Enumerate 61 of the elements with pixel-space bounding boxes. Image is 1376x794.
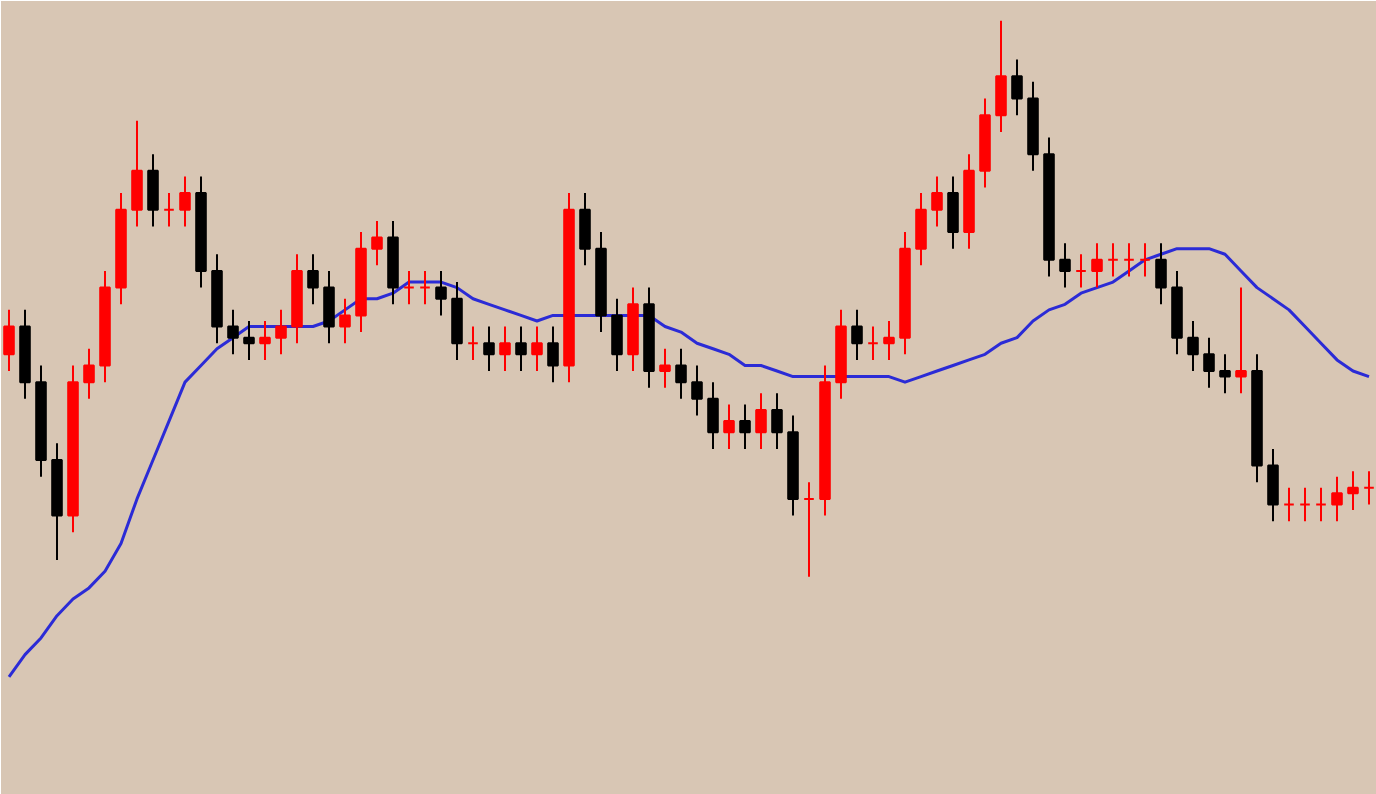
candlestick [1091,242,1103,289]
candlestick [691,364,703,417]
candlestick [259,319,271,361]
candlestick [403,269,415,306]
candlestick [499,325,511,373]
candlestick [851,308,863,361]
candlestick [1219,353,1231,395]
candlestick [867,325,879,361]
candlestick [307,253,319,306]
candlestick [451,281,463,361]
candlestick [931,175,943,228]
candlestick [131,119,143,228]
candlestick [1075,253,1087,289]
candlestick [803,481,815,578]
candlestick [1059,242,1071,289]
candlestick [419,269,431,306]
candlestick [227,308,239,356]
candlestick [723,403,735,450]
candlestick [947,175,959,250]
candlestick [1203,336,1215,389]
candlestick [1331,475,1343,523]
candlestick [435,269,447,317]
candlestick [915,192,927,267]
candlestick [1235,286,1247,395]
candlestick [579,192,591,267]
candlestick [1139,242,1151,278]
candlestick [531,325,543,373]
candlestick [1155,242,1167,306]
candlestick [515,325,527,373]
candlestick [995,19,1007,133]
candlestick [1299,486,1311,523]
candlestick [1107,242,1119,278]
candlestick [755,392,767,450]
candlestick [243,319,255,361]
candlestick [659,347,671,389]
candlestick [1283,486,1295,523]
candlestick [1187,319,1199,373]
candlestick [883,319,895,361]
candlestick [275,308,287,356]
candlestick [483,325,495,373]
candlestick [147,153,159,228]
candlestick [467,325,479,361]
candlestick [83,347,95,400]
candlestick [611,297,623,373]
candlestick [323,269,335,345]
candlestick [1363,470,1375,506]
candlestick [675,347,687,400]
candlestick [179,175,191,228]
candlestick [1315,486,1327,523]
candlestick [371,219,383,267]
candlestick [739,403,751,450]
candlestick [771,392,783,450]
candlestick [163,192,175,228]
candlestick [1347,470,1359,512]
candlestick [1267,447,1279,523]
candlestick [707,381,719,450]
candlestick [1123,242,1135,278]
candlestick [1011,58,1023,117]
candlestick [339,297,351,345]
candlestick [3,308,15,373]
candlestick [547,325,559,384]
